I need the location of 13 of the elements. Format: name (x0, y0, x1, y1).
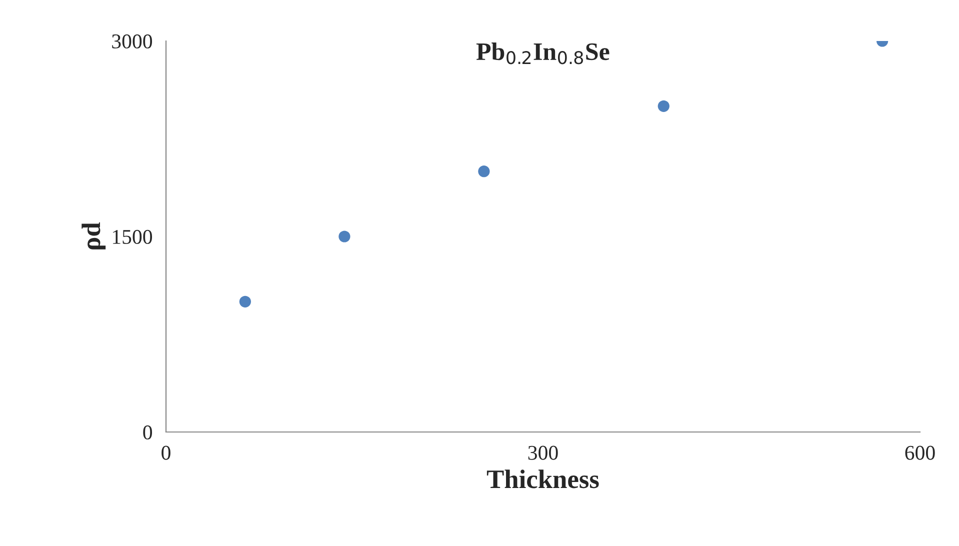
point (478, 166, 490, 178)
point (338, 230, 350, 242)
x-tick-label: 0 (162, 446, 170, 460)
x-tick-label: 300 (528, 446, 558, 460)
y-axis-title: ρd (82, 222, 106, 250)
point (239, 296, 251, 308)
point (658, 100, 670, 112)
y-tick-label: 1500 (112, 230, 152, 244)
y-tick-label: 3000 (112, 34, 152, 48)
chart-title: Pb$_{0.2}$In$_{0.8}$Se (476, 42, 610, 64)
y-tick-label: 0 (143, 425, 152, 440)
x-tick-label: 600 (905, 446, 935, 460)
x-axis-title: Thickness (486, 470, 599, 488)
